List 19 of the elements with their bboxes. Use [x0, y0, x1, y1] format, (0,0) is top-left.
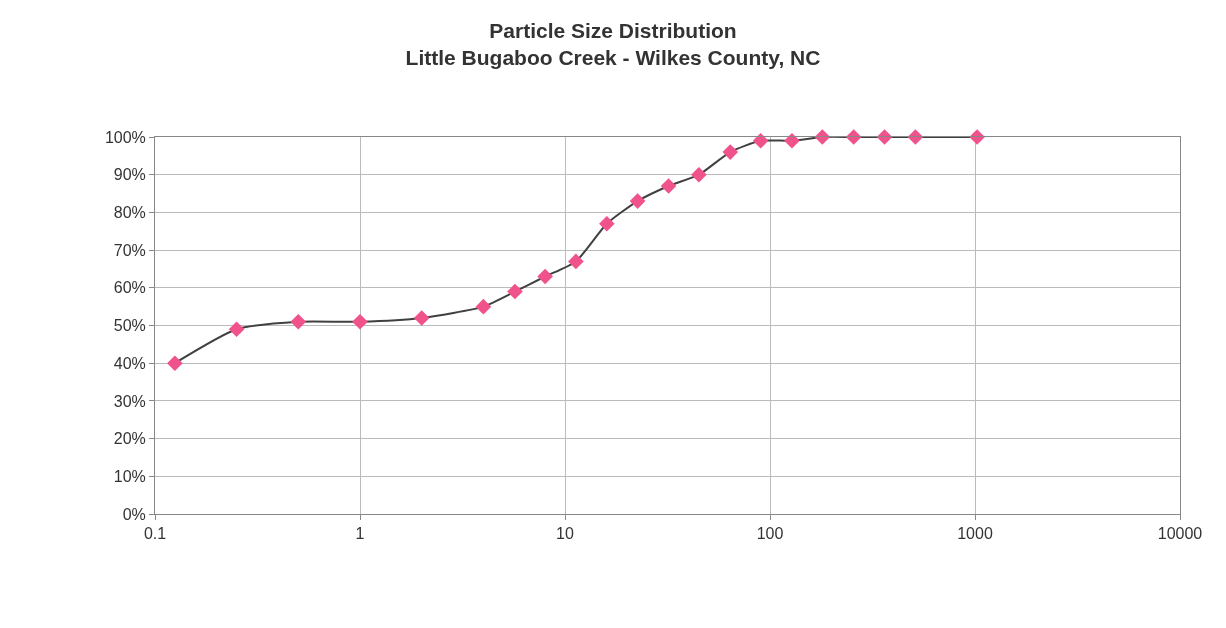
- y-tick-label: 60%: [113, 279, 146, 297]
- x-tick-label: 1: [355, 525, 365, 543]
- y-tick-label: 50%: [113, 317, 146, 335]
- y-tick-label: 30%: [113, 392, 146, 410]
- y-tick-label: 10%: [113, 467, 146, 485]
- x-tick-label: 100: [756, 525, 784, 543]
- y-tick-label: 100%: [104, 128, 146, 146]
- y-tick-label: 70%: [113, 241, 146, 259]
- x-tick-label: 0.1: [143, 525, 167, 543]
- y-tick-label: 40%: [113, 354, 146, 372]
- chart-title: Particle Size Distribution: [489, 18, 737, 42]
- x-tick-label: 10000: [1157, 525, 1203, 543]
- chart-subtitle: Little Bugaboo Creek - Wilkes County, NC: [405, 45, 821, 69]
- y-tick-label: 0%: [122, 505, 146, 523]
- y-tick-label: 90%: [113, 166, 146, 184]
- x-tick-label: 10: [556, 525, 574, 543]
- x-tick-label: 1000: [957, 525, 993, 543]
- y-tick-label: 20%: [113, 430, 146, 448]
- y-tick-label: 80%: [113, 204, 146, 221]
